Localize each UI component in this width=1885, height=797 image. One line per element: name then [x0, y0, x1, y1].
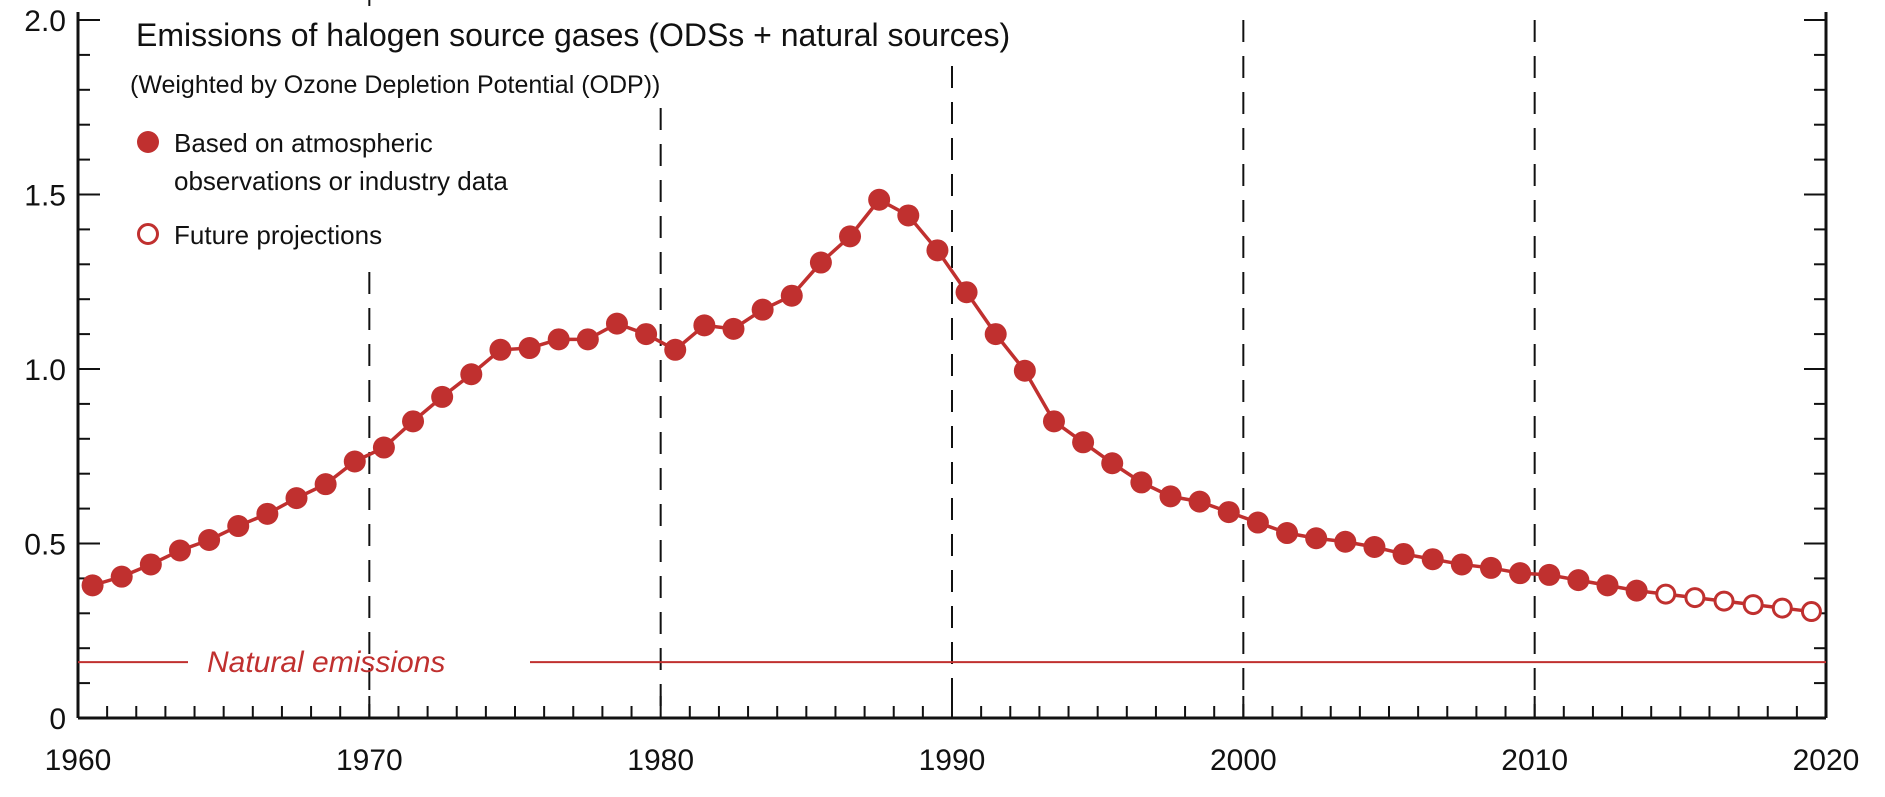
data-point-observed: [1276, 522, 1299, 545]
data-point-observed: [402, 410, 425, 433]
data-point-observed: [1596, 574, 1619, 597]
x-tick-label: 1990: [919, 744, 986, 777]
data-point-observed: [1101, 452, 1124, 475]
data-point-observed: [518, 337, 541, 360]
data-point-observed: [605, 312, 628, 335]
data-point-observed: [722, 317, 745, 340]
data-point-observed: [1042, 410, 1065, 433]
data-point-observed: [1625, 579, 1648, 602]
data-point-observed: [1305, 527, 1328, 550]
data-point-observed: [926, 239, 949, 262]
data-point-observed: [1246, 511, 1269, 534]
data-point-observed: [664, 338, 687, 361]
x-tick-label: 1980: [627, 744, 694, 777]
data-point-projection: [1684, 587, 1706, 609]
data-point-projection: [1800, 601, 1822, 623]
natural-emissions-label: Natural emissions: [207, 646, 445, 679]
data-point-observed: [635, 323, 658, 346]
legend-marker-projection: [137, 223, 159, 245]
data-point-observed: [489, 338, 512, 361]
data-point-observed: [1363, 535, 1386, 558]
data-point-projection: [1742, 594, 1764, 616]
data-point-observed: [868, 188, 891, 211]
data-point-observed: [1538, 563, 1561, 586]
data-point-observed: [751, 298, 774, 321]
data-point-projection: [1655, 583, 1677, 605]
data-point-observed: [1072, 431, 1095, 454]
data-point-observed: [81, 574, 104, 597]
data-point-projection: [1713, 590, 1735, 612]
data-point-observed: [1130, 471, 1153, 494]
legend-label-observed-line2: observations or industry data: [174, 166, 508, 196]
data-point-observed: [343, 450, 366, 473]
data-point-observed: [1392, 542, 1415, 565]
data-point-observed: [547, 328, 570, 351]
data-point-observed: [431, 385, 454, 408]
data-point-observed: [110, 565, 133, 588]
data-point-observed: [955, 281, 978, 304]
x-tick-label: 2010: [1501, 744, 1568, 777]
y-tick-label: 1.0: [24, 354, 66, 387]
data-point-observed: [198, 529, 221, 552]
data-point-observed: [168, 539, 191, 562]
data-point-observed: [1217, 501, 1240, 524]
data-point-observed: [372, 436, 395, 459]
legend-label-observed-line1: Based on atmospheric: [174, 128, 433, 158]
y-tick-label: 0: [49, 703, 66, 736]
data-point-observed: [1013, 359, 1036, 382]
y-tick-label: 2.0: [24, 5, 66, 38]
chart-title: Emissions of halogen source gases (ODSs …: [136, 17, 1010, 53]
data-point-observed: [314, 473, 337, 496]
data-point-observed: [984, 323, 1007, 346]
data-point-observed: [460, 363, 483, 386]
data-point-observed: [1479, 556, 1502, 579]
y-tick-label: 0.5: [24, 529, 66, 562]
legend-label-projection: Future projections: [174, 220, 382, 250]
x-tick-label: 2000: [1210, 744, 1277, 777]
data-point-observed: [139, 553, 162, 576]
data-point-observed: [1421, 548, 1444, 571]
data-point-observed: [1509, 562, 1532, 585]
data-point-observed: [809, 251, 832, 274]
data-point-observed: [256, 502, 279, 525]
data-point-projection: [1771, 597, 1793, 619]
data-point-observed: [780, 284, 803, 307]
x-tick-label: 1960: [45, 744, 112, 777]
y-tick-label: 1.5: [24, 180, 66, 213]
data-point-observed: [1334, 530, 1357, 553]
data-point-observed: [897, 204, 920, 227]
data-point-observed: [285, 487, 308, 510]
data-point-observed: [1188, 490, 1211, 513]
data-point-observed: [1450, 553, 1473, 576]
legend-marker-observed: [137, 131, 159, 153]
data-point-observed: [839, 225, 862, 248]
data-point-observed: [1567, 569, 1590, 592]
data-point-observed: [693, 314, 716, 337]
data-point-observed: [576, 328, 599, 351]
x-tick-label: 1970: [336, 744, 403, 777]
chart-subtitle: (Weighted by Ozone Depletion Potential (…: [130, 71, 660, 99]
x-tick-label: 2020: [1793, 744, 1860, 777]
data-point-observed: [227, 515, 250, 538]
data-point-observed: [1159, 485, 1182, 508]
